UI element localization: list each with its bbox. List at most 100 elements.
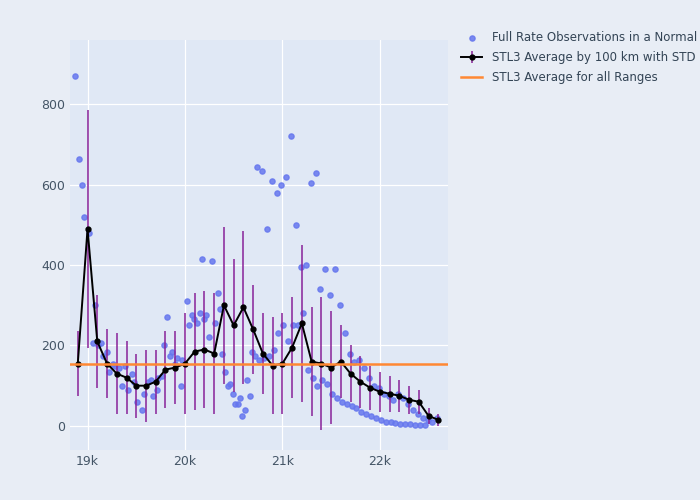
Full Rate Observations in a Normal Point [199,316,210,324]
Full Rate Observations in a Normal Point [417,414,428,422]
Full Rate Observations in a Normal Point [354,356,365,364]
Full Rate Observations in a Normal Point [142,378,153,386]
Full Rate Observations in a Normal Point [370,414,382,422]
Full Rate Observations in a Normal Point [293,322,304,330]
Full Rate Observations in a Normal Point [356,408,367,416]
Full Rate Observations in a Normal Point [378,390,389,398]
Full Rate Observations in a Normal Point [326,390,337,398]
Full Rate Observations in a Normal Point [194,310,205,318]
Full Rate Observations in a Normal Point [268,346,279,354]
Full Rate Observations in a Normal Point [278,322,289,330]
Full Rate Observations in a Normal Point [368,382,379,390]
Full Rate Observations in a Normal Point [96,340,107,347]
Full Rate Observations in a Normal Point [213,289,224,297]
Full Rate Observations in a Normal Point [336,398,347,406]
Full Rate Observations in a Normal Point [139,390,150,398]
Full Rate Observations in a Normal Point [398,394,409,402]
Full Rate Observations in a Normal Point [393,390,404,398]
Full Rate Observations in a Normal Point [307,374,318,382]
Full Rate Observations in a Normal Point [249,352,260,360]
Full Rate Observations in a Normal Point [164,352,176,360]
Full Rate Observations in a Normal Point [256,166,267,174]
Full Rate Observations in a Normal Point [331,394,342,402]
Full Rate Observations in a Normal Point [288,322,299,330]
Full Rate Observations in a Normal Point [335,302,346,310]
Full Rate Observations in a Normal Point [69,72,80,80]
Full Rate Observations in a Normal Point [196,255,207,263]
Full Rate Observations in a Normal Point [229,400,240,408]
Full Rate Observations in a Normal Point [90,302,101,310]
Full Rate Observations in a Normal Point [302,366,314,374]
Full Rate Observations in a Normal Point [246,348,258,356]
Full Rate Observations in a Normal Point [97,352,108,360]
Legend: Full Rate Observations in a Normal Point, STL3 Average by 100 km with STD, STL3 : Full Rate Observations in a Normal Point… [461,31,700,84]
Full Rate Observations in a Normal Point [351,404,362,412]
Full Rate Observations in a Normal Point [232,400,243,408]
Full Rate Observations in a Normal Point [339,330,350,338]
Full Rate Observations in a Normal Point [360,410,372,418]
Full Rate Observations in a Normal Point [407,406,419,414]
Full Rate Observations in a Normal Point [172,354,183,362]
Full Rate Observations in a Normal Point [214,306,225,314]
Full Rate Observations in a Normal Point [290,221,302,229]
Full Rate Observations in a Normal Point [410,420,421,428]
Full Rate Observations in a Normal Point [390,418,401,426]
Full Rate Observations in a Normal Point [427,418,438,426]
Full Rate Observations in a Normal Point [235,394,246,402]
Full Rate Observations in a Normal Point [191,320,202,328]
Full Rate Observations in a Normal Point [209,320,220,328]
Full Rate Observations in a Normal Point [251,162,262,170]
Full Rate Observations in a Normal Point [158,342,169,349]
Full Rate Observations in a Normal Point [169,360,181,368]
Full Rate Observations in a Normal Point [414,420,426,428]
Full Rate Observations in a Normal Point [224,380,235,388]
Full Rate Observations in a Normal Point [295,263,307,271]
Full Rate Observations in a Normal Point [186,312,197,320]
Full Rate Observations in a Normal Point [298,310,309,318]
Full Rate Observations in a Normal Point [400,420,411,428]
Full Rate Observations in a Normal Point [227,390,238,398]
Full Rate Observations in a Normal Point [315,285,326,293]
Full Rate Observations in a Normal Point [216,350,228,358]
Full Rate Observations in a Normal Point [76,180,88,188]
Full Rate Observations in a Normal Point [402,400,414,408]
Full Rate Observations in a Normal Point [388,396,399,404]
Full Rate Observations in a Normal Point [152,374,163,382]
Full Rate Observations in a Normal Point [181,298,193,306]
Full Rate Observations in a Normal Point [412,410,423,418]
Full Rate Observations in a Normal Point [109,362,120,370]
Full Rate Observations in a Normal Point [123,386,134,394]
Full Rate Observations in a Normal Point [380,418,391,426]
Full Rate Observations in a Normal Point [365,412,377,420]
Full Rate Observations in a Normal Point [104,368,115,376]
Full Rate Observations in a Normal Point [349,358,360,366]
Full Rate Observations in a Normal Point [312,382,323,390]
Full Rate Observations in a Normal Point [176,356,188,364]
Full Rate Observations in a Normal Point [116,382,127,390]
Full Rate Observations in a Normal Point [167,348,178,356]
Full Rate Observations in a Normal Point [422,416,433,424]
Full Rate Observations in a Normal Point [266,176,277,184]
Full Rate Observations in a Normal Point [405,420,416,428]
Full Rate Observations in a Normal Point [107,360,118,368]
Full Rate Observations in a Normal Point [241,376,253,384]
Full Rate Observations in a Normal Point [276,180,287,188]
Full Rate Observations in a Normal Point [219,368,230,376]
Full Rate Observations in a Normal Point [281,172,292,180]
Full Rate Observations in a Normal Point [237,412,248,420]
Full Rate Observations in a Normal Point [375,416,386,424]
Full Rate Observations in a Normal Point [316,376,328,384]
Full Rate Observations in a Normal Point [363,374,374,382]
Full Rate Observations in a Normal Point [373,384,384,392]
Full Rate Observations in a Normal Point [286,132,297,140]
Full Rate Observations in a Normal Point [74,154,85,162]
Full Rate Observations in a Normal Point [92,342,104,349]
Full Rate Observations in a Normal Point [136,406,148,414]
Full Rate Observations in a Normal Point [156,372,167,380]
Full Rate Observations in a Normal Point [330,265,341,273]
Full Rate Observations in a Normal Point [432,414,443,422]
Full Rate Observations in a Normal Point [310,168,321,176]
Full Rate Observations in a Normal Point [253,356,265,364]
Full Rate Observations in a Normal Point [201,312,212,320]
Full Rate Observations in a Normal Point [188,316,199,324]
